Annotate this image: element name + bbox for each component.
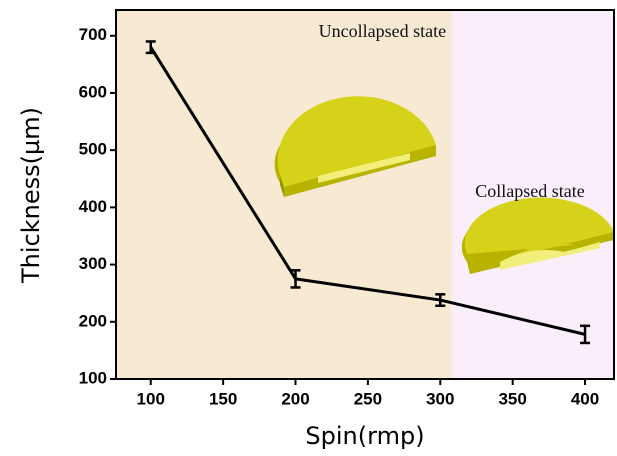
y-tick-label: 700 [79, 25, 107, 44]
y-tick-label: 100 [79, 368, 107, 387]
y-tick-label: 600 [79, 82, 107, 101]
x-tick-label: 400 [571, 389, 599, 408]
y-tick-label: 200 [79, 311, 107, 330]
annotation: Uncollapsed state [319, 21, 446, 41]
x-tick-label: 250 [354, 389, 382, 408]
x-axis-title: Spin(rmp) [305, 422, 424, 450]
x-tick-label: 100 [137, 389, 165, 408]
x-tick-label: 150 [209, 389, 237, 408]
y-tick-label: 400 [79, 197, 107, 216]
chart: Uncollapsed state Collapsed state Spin(rm… [0, 0, 617, 456]
y-axis-title: Thickness(µm) [17, 107, 45, 284]
x-tick-label: 300 [426, 389, 454, 408]
annotation: Collapsed state [475, 181, 584, 201]
y-tick-label: 300 [79, 254, 107, 273]
x-tick-label: 200 [281, 389, 309, 408]
y-tick-label: 500 [79, 140, 107, 159]
x-tick-label: 350 [498, 389, 526, 408]
